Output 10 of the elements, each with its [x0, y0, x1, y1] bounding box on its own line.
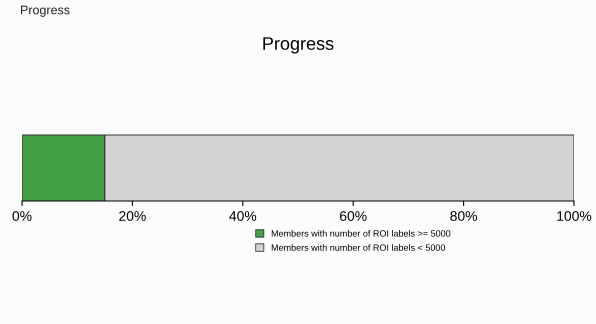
- text: Progress: [21, 6, 70, 17]
- x-tick-label: 80%: [450, 211, 478, 221]
- legend-label: Members with number of ROI labels < 5000: [272, 244, 446, 251]
- x-tick-label: 0%: [12, 211, 32, 221]
- x-tick-label: 40%: [229, 211, 256, 221]
- chart-title: Progress: [263, 37, 334, 54]
- legend-label: Members with number of ROI labels >= 5000: [272, 230, 450, 237]
- x-tick-label: 60%: [340, 211, 367, 221]
- x-tick-label: 100%: [557, 211, 592, 221]
- x-tick-label: 20%: [119, 211, 146, 221]
